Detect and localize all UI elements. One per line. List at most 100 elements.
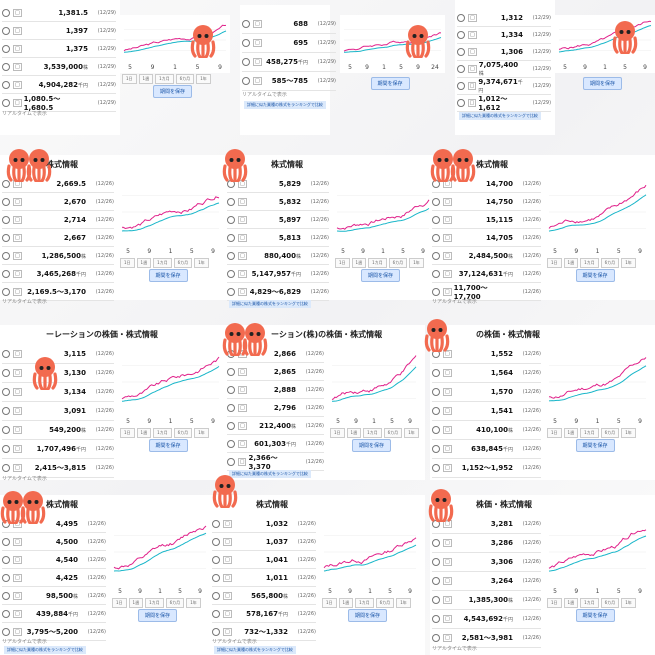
- period-tab[interactable]: 1日: [547, 258, 562, 268]
- save-period-button[interactable]: 期間を保存: [575, 609, 615, 622]
- period-tab[interactable]: 1カ月: [145, 598, 164, 608]
- period-tab[interactable]: 1年: [194, 258, 209, 268]
- period-tab[interactable]: 1カ月: [155, 74, 174, 84]
- save-period-button[interactable]: 期間を保存: [352, 439, 392, 452]
- x-tick-label: 5: [190, 248, 194, 255]
- period-tab[interactable]: 1週: [136, 258, 152, 268]
- price-row: □ 1,037 (12/26): [212, 533, 316, 551]
- x-tick-label: 5: [390, 418, 394, 425]
- x-tick-label: 9: [421, 248, 425, 255]
- period-tab[interactable]: 1週: [351, 258, 367, 268]
- period-tab[interactable]: 1カ月: [153, 258, 172, 268]
- period-tab[interactable]: 6カ月: [600, 598, 620, 608]
- save-period-button[interactable]: 期間を保存: [575, 269, 615, 282]
- info-icon: [432, 539, 440, 547]
- period-tab[interactable]: 1日: [120, 428, 135, 438]
- save-period-button[interactable]: 期間を保存: [138, 609, 178, 622]
- period-tab[interactable]: 1日: [547, 428, 562, 438]
- x-tick-label: 5: [178, 588, 182, 595]
- info-icon: [2, 62, 10, 71]
- period-tab[interactable]: 1週: [563, 258, 579, 268]
- period-tab[interactable]: 6カ月: [375, 598, 395, 608]
- period-tab[interactable]: 1日: [547, 598, 562, 608]
- period-tab[interactable]: 1年: [194, 428, 209, 438]
- row-tag: □: [443, 251, 452, 260]
- realtime-note[interactable]: リアルタイムで表示: [432, 646, 477, 652]
- info-icon: [2, 251, 10, 260]
- period-tab[interactable]: 1年: [409, 258, 424, 268]
- row-value: 1,564: [490, 369, 513, 377]
- period-tab[interactable]: 1日: [112, 598, 127, 608]
- ranking-link[interactable]: 詳細に似た業種の株式をランキングで比較: [229, 470, 311, 478]
- ranking-link[interactable]: 詳細に似た業種の株式をランキングで比較: [244, 101, 326, 109]
- period-tab[interactable]: 1カ月: [580, 598, 599, 608]
- period-tab[interactable]: 1年: [396, 598, 411, 608]
- period-tab[interactable]: 6カ月: [383, 428, 403, 438]
- period-tab[interactable]: 1日: [335, 258, 350, 268]
- period-tab[interactable]: 1カ月: [580, 428, 599, 438]
- period-tab[interactable]: 1年: [186, 598, 201, 608]
- period-tab[interactable]: 1カ月: [363, 428, 382, 438]
- period-tab[interactable]: 1カ月: [153, 428, 172, 438]
- row-value: 549,200株: [49, 426, 86, 434]
- period-tab[interactable]: 1日: [120, 258, 135, 268]
- realtime-note[interactable]: リアルタイムで表示: [212, 639, 257, 645]
- period-tab[interactable]: 6カ月: [600, 428, 620, 438]
- period-tab[interactable]: 6カ月: [600, 258, 620, 268]
- period-tab[interactable]: 1週: [136, 428, 152, 438]
- realtime-note[interactable]: リアルタイムで表示: [432, 299, 477, 305]
- period-tab[interactable]: 1年: [621, 598, 636, 608]
- x-tick-label: 1: [603, 64, 607, 71]
- period-tab[interactable]: 1週: [128, 598, 144, 608]
- info-icon: [212, 627, 220, 636]
- row-value: 4,495: [55, 519, 78, 528]
- period-tab[interactable]: 1日: [330, 428, 345, 438]
- price-table: □ 2,669.5 (12/26) □ 2,670 (12/26) □ 2,714 …: [2, 175, 114, 301]
- period-tab[interactable]: 1カ月: [368, 258, 387, 268]
- realtime-note[interactable]: リアルタイムで表示: [2, 476, 47, 482]
- row-date: (12/26): [310, 288, 329, 295]
- period-tab[interactable]: 1日: [322, 598, 337, 608]
- period-tab[interactable]: 1週: [346, 428, 362, 438]
- period-tab[interactable]: 1カ月: [580, 258, 599, 268]
- row-date: (12/26): [310, 216, 329, 223]
- price-row: □ 3,539,000株 (12/29): [2, 58, 116, 76]
- period-tab[interactable]: 1週: [338, 598, 354, 608]
- period-tab[interactable]: 1日: [122, 74, 137, 84]
- save-period-button[interactable]: 期間を保存: [583, 77, 623, 90]
- period-tab[interactable]: 6カ月: [173, 258, 193, 268]
- save-period-button[interactable]: 期間を保存: [370, 77, 410, 90]
- row-value: 2,581〜3,981: [461, 634, 513, 642]
- ranking-link[interactable]: 詳細に似た業種の株式をランキングで比較: [214, 646, 296, 654]
- period-tab[interactable]: 1週: [138, 74, 154, 84]
- period-tab[interactable]: 1年: [196, 74, 211, 84]
- period-tab[interactable]: 6カ月: [165, 598, 185, 608]
- save-period-button[interactable]: 期間を保存: [575, 439, 615, 452]
- save-period-button[interactable]: 期間を保存: [148, 269, 188, 282]
- price-row: □ 5,813 (12/26): [227, 229, 329, 247]
- realtime-note[interactable]: リアルタイムで表示: [242, 92, 287, 98]
- period-tab[interactable]: 1年: [404, 428, 419, 438]
- period-tab[interactable]: 1週: [563, 598, 579, 608]
- ranking-link[interactable]: 詳細に似た業種の株式をランキングで比較: [459, 112, 541, 120]
- realtime-note[interactable]: リアルタイムで表示: [2, 299, 47, 305]
- save-period-button[interactable]: 期間を保存: [348, 609, 388, 622]
- save-period-button[interactable]: 期間を保存: [361, 269, 401, 282]
- ranking-link[interactable]: 詳細に似た業種の株式をランキングで比較: [229, 300, 311, 308]
- period-tab[interactable]: 1年: [621, 428, 636, 438]
- period-tab[interactable]: 1年: [621, 258, 636, 268]
- price-row: □ 439,884千円 (12/26): [2, 605, 106, 623]
- info-icon: [457, 99, 465, 107]
- realtime-note[interactable]: リアルタイムで表示: [2, 639, 47, 645]
- save-period-button[interactable]: 期間を保存: [153, 85, 193, 98]
- save-period-button[interactable]: 期間を保存: [148, 439, 188, 452]
- row-date: (12/29): [97, 81, 116, 88]
- period-tab[interactable]: 6カ月: [173, 428, 193, 438]
- period-tab[interactable]: 1週: [563, 428, 579, 438]
- period-tab[interactable]: 6カ月: [388, 258, 408, 268]
- period-tab[interactable]: 6カ月: [175, 74, 195, 84]
- realtime-note[interactable]: リアルタイムで表示: [2, 111, 47, 117]
- period-tab[interactable]: 1カ月: [355, 598, 374, 608]
- ranking-link[interactable]: 詳細に似た業種の株式をランキングで比較: [4, 646, 86, 654]
- row-tag: □: [253, 39, 262, 47]
